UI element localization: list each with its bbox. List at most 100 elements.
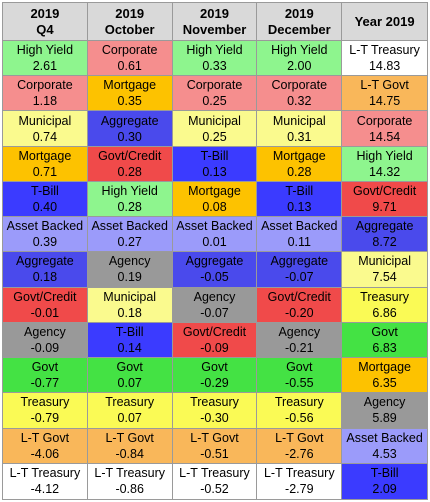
- asset-class-name: Govt: [371, 324, 398, 339]
- asset-class-cell: L-T Govt -0.51: [172, 428, 258, 464]
- asset-class-name: Municipal: [103, 289, 157, 304]
- asset-class-name: L-T Govt: [275, 430, 324, 445]
- asset-class-return: 1.18: [32, 94, 58, 109]
- asset-class-name: Asset Backed: [6, 219, 84, 234]
- asset-class-return: 0.71: [32, 164, 58, 179]
- asset-class-return: 0.13: [202, 164, 227, 179]
- asset-class-return: -0.51: [200, 446, 229, 461]
- asset-class-return: -0.01: [30, 305, 60, 320]
- asset-class-cell: Corporate 0.32: [257, 76, 343, 112]
- asset-class-name: Govt: [31, 360, 59, 375]
- asset-class-return: 14.83: [368, 59, 401, 74]
- asset-class-return: 9.71: [372, 200, 397, 215]
- asset-class-return: -0.56: [285, 411, 314, 426]
- asset-class-cell: High Yield 0.33: [172, 41, 258, 77]
- asset-class-cell: High Yield 2.00: [257, 41, 343, 77]
- asset-class-cell: Govt -0.55: [257, 358, 343, 394]
- asset-class-return: 0.14: [117, 340, 142, 355]
- asset-class-name: Govt: [286, 360, 313, 375]
- column-header-year: 2019: [284, 5, 314, 21]
- asset-class-cell: Agency -0.09: [3, 322, 88, 359]
- asset-class-return: -0.29: [200, 376, 229, 391]
- asset-class-cell: L-T Treasury -0.86: [87, 463, 173, 499]
- asset-class-return: 0.27: [117, 235, 142, 250]
- asset-class-name: L-T Treasury: [179, 466, 250, 481]
- asset-class-cell: Agency -0.21: [257, 322, 343, 359]
- asset-class-name: T-Bill: [285, 184, 314, 199]
- asset-class-name: L-T Govt: [190, 430, 239, 445]
- asset-class-name: Treasury: [190, 395, 239, 410]
- column-header-period: November: [182, 21, 247, 37]
- asset-class-name: L-T Treasury: [9, 466, 81, 481]
- asset-class-cell: Govt 0.07: [87, 358, 173, 394]
- asset-class-return: 0.07: [117, 411, 142, 426]
- asset-class-return: 2.61: [32, 59, 58, 74]
- asset-class-cell: Govt 6.83: [342, 322, 427, 359]
- asset-class-return: -0.77: [30, 376, 60, 391]
- asset-class-cell: Agency -0.07: [172, 287, 258, 323]
- asset-class-cell: L-T Treasury 14.83: [342, 41, 427, 77]
- asset-class-name: Aggregate: [100, 113, 159, 128]
- asset-class-return: 0.13: [287, 200, 312, 215]
- asset-class-return: 8.72: [372, 235, 397, 250]
- column-header-year: 2019: [115, 5, 145, 21]
- asset-class-return: 0.07: [117, 376, 142, 391]
- asset-class-cell: L-T Govt -4.06: [3, 428, 88, 464]
- asset-class-return: -0.84: [115, 446, 144, 461]
- asset-class-cell: Aggregate -0.05: [172, 252, 258, 288]
- column-header-period: Q4: [36, 21, 54, 37]
- asset-class-cell: Agency 0.19: [87, 252, 173, 288]
- asset-class-return: 0.28: [117, 164, 142, 179]
- asset-class-name: T-Bill: [31, 184, 59, 199]
- asset-class-cell: Treasury 6.86: [342, 287, 427, 323]
- asset-class-name: L-T Treasury: [349, 43, 420, 58]
- asset-class-name: L-T Govt: [360, 78, 409, 93]
- asset-class-cell: Corporate 0.61: [87, 41, 173, 77]
- asset-class-cell: Mortgage 0.35: [87, 76, 173, 112]
- asset-class-name: Agency: [363, 395, 406, 410]
- asset-class-return: -4.06: [30, 446, 60, 461]
- asset-class-name: L-T Treasury: [263, 466, 335, 481]
- asset-class-return: 0.33: [202, 59, 227, 74]
- asset-class-cell: Govt -0.29: [172, 358, 258, 394]
- asset-class-return: 0.40: [32, 200, 58, 215]
- asset-class-cell: Municipal 0.74: [3, 111, 88, 147]
- asset-class-cell: Treasury 0.07: [87, 393, 173, 429]
- asset-class-name: L-T Govt: [20, 430, 70, 445]
- asset-class-return: 0.01: [202, 235, 227, 250]
- asset-class-return: 0.25: [202, 94, 227, 109]
- asset-class-cell: Corporate 1.18: [3, 76, 88, 112]
- asset-class-name: Corporate: [271, 78, 328, 93]
- asset-class-return: -4.12: [30, 482, 60, 497]
- asset-class-cell: Municipal 7.54: [342, 252, 427, 288]
- asset-class-name: Govt/Credit: [13, 289, 77, 304]
- asset-class-cell: Agency 5.89: [342, 393, 427, 429]
- asset-class-cell: Govt/Credit -0.20: [257, 287, 343, 323]
- asset-class-return: -0.52: [200, 482, 229, 497]
- asset-class-name: Agency: [278, 324, 321, 339]
- asset-class-name: Treasury: [105, 395, 155, 410]
- column-header-year: 2019: [200, 5, 229, 21]
- asset-class-name: Aggregate: [355, 219, 414, 234]
- asset-class-name: Corporate: [186, 78, 243, 93]
- asset-class-name: Asset Backed: [261, 219, 338, 234]
- asset-class-cell: Govt/Credit 0.28: [87, 146, 173, 182]
- asset-class-name: Govt/Credit: [267, 289, 331, 304]
- asset-class-return: 0.28: [287, 164, 312, 179]
- asset-class-cell: Corporate 14.54: [342, 111, 427, 147]
- asset-class-name: Asset Backed: [176, 219, 253, 234]
- asset-class-cell: Asset Backed 4.53: [342, 428, 427, 464]
- asset-class-name: Govt/Credit: [352, 184, 417, 199]
- asset-class-name: L-T Treasury: [94, 466, 165, 481]
- asset-class-return: -0.09: [200, 340, 229, 355]
- asset-class-name: Treasury: [360, 289, 410, 304]
- asset-class-cell: T-Bill 2.09: [342, 463, 427, 499]
- asset-class-return: 0.18: [32, 270, 58, 285]
- asset-class-cell: Govt/Credit -0.09: [172, 322, 258, 359]
- asset-class-cell: L-T Treasury -2.79: [257, 463, 343, 499]
- asset-class-name: Asset Backed: [91, 219, 168, 234]
- asset-class-name: High Yield: [356, 148, 413, 163]
- asset-class-name: Mortgage: [103, 78, 157, 93]
- column-header-period: December: [267, 21, 331, 37]
- asset-class-cell: L-T Treasury -4.12: [3, 463, 88, 499]
